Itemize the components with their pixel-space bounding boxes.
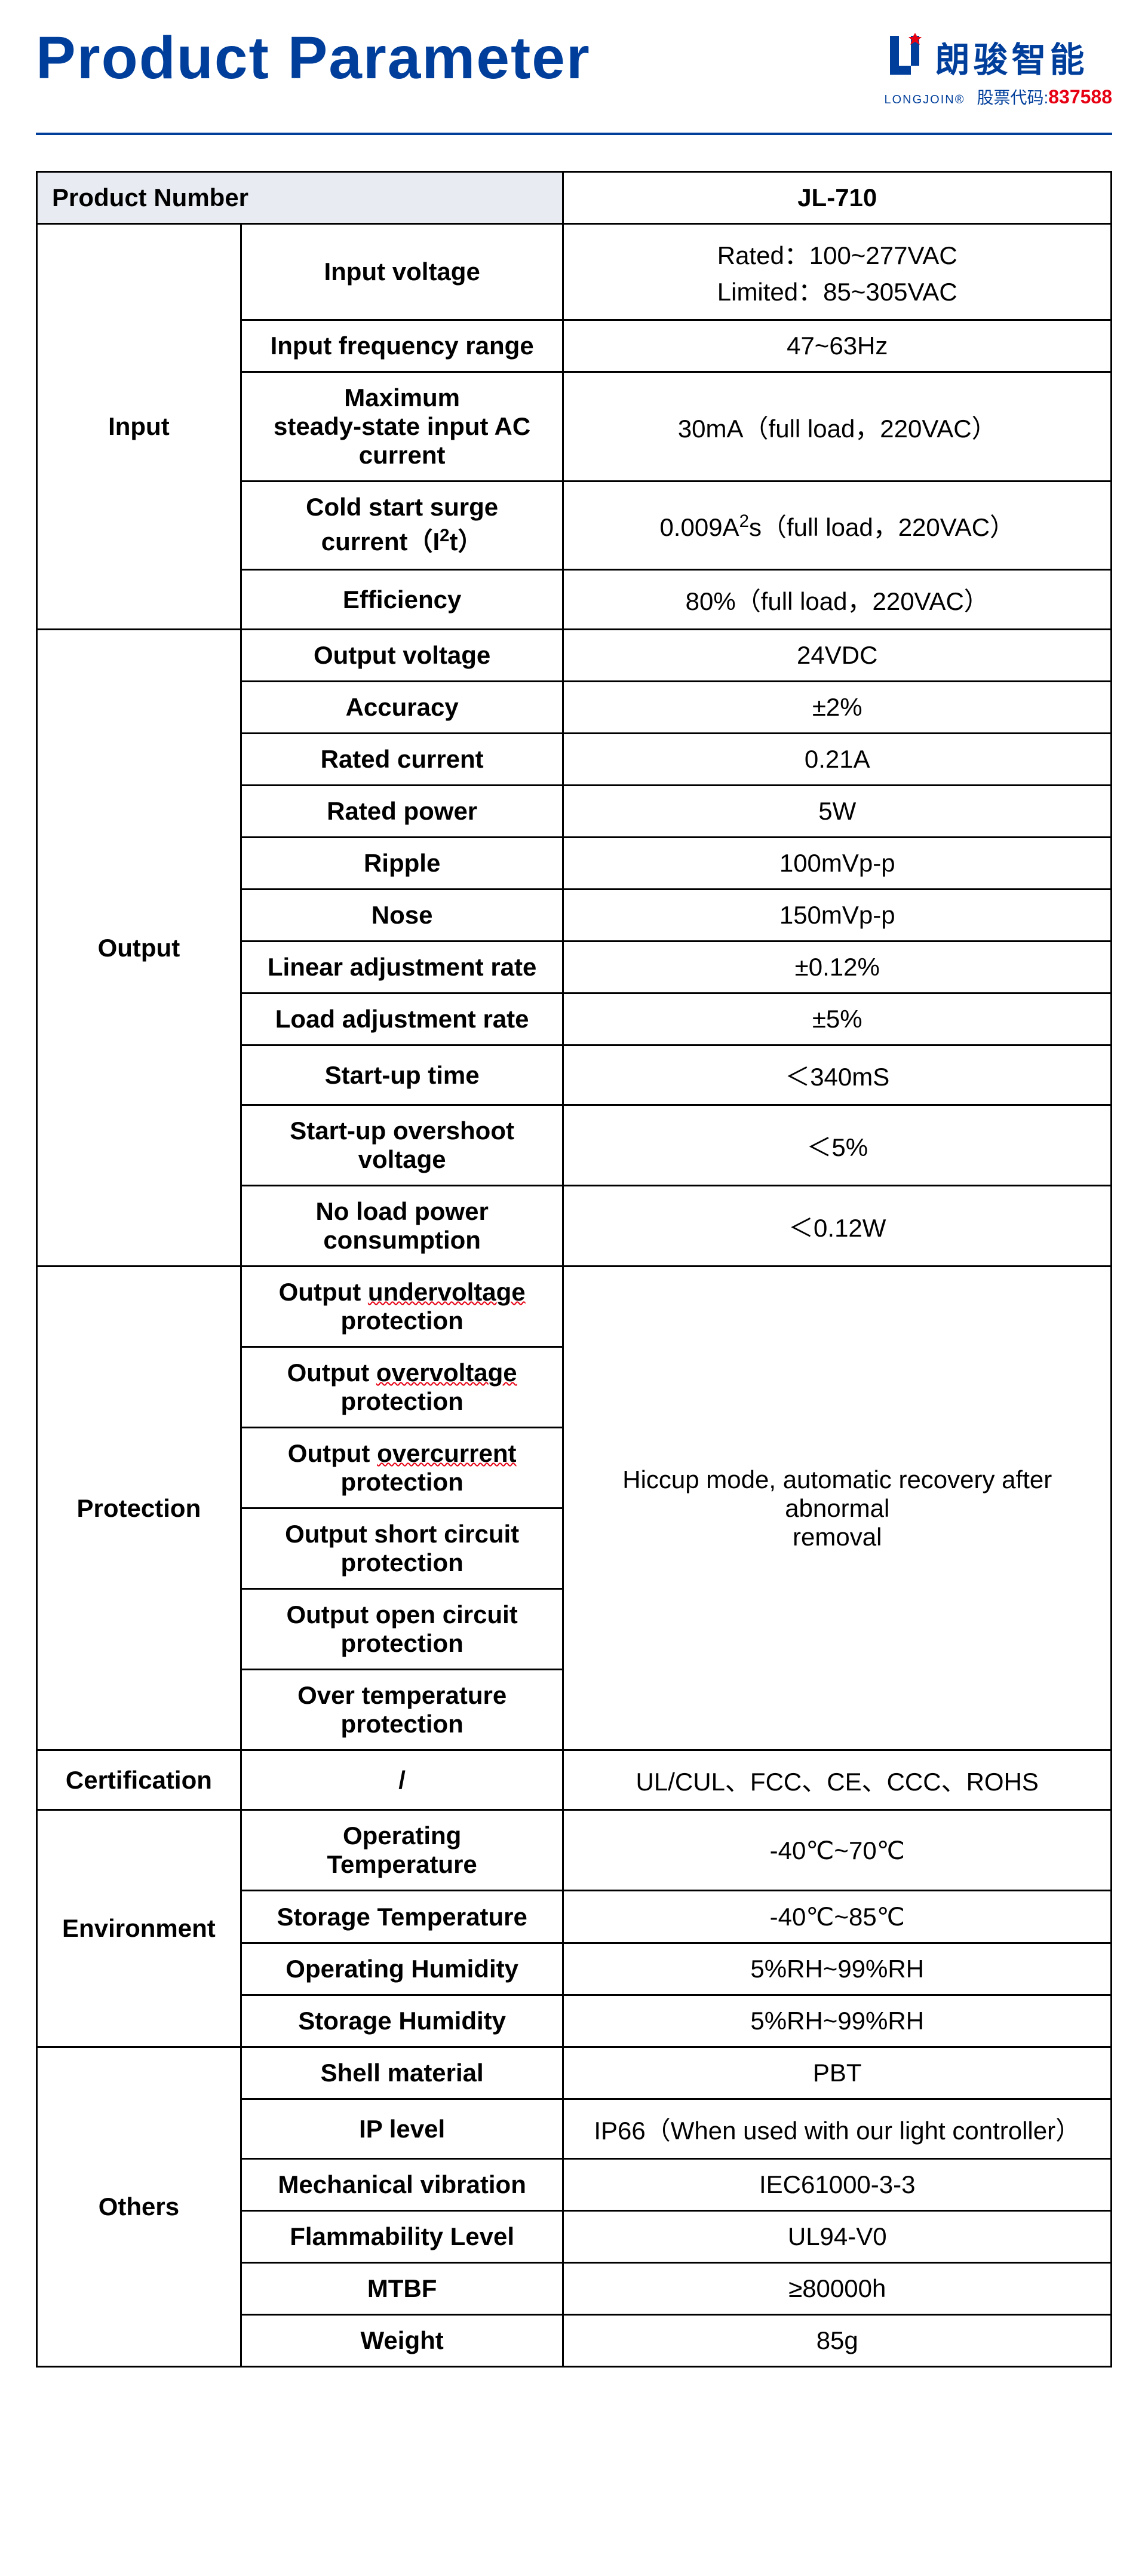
logo-icon	[884, 30, 926, 84]
logo-text-en: LONGJOIN®	[884, 93, 965, 107]
param-cell: Start-up time	[241, 1045, 563, 1105]
category-cell: Protection	[37, 1266, 241, 1750]
category-cell: Output	[37, 630, 241, 1266]
param-cell: Linear adjustment rate	[241, 942, 563, 993]
category-cell: Certification	[37, 1750, 241, 1810]
param-cell: Output voltage	[241, 630, 563, 682]
logo-block: 朗骏智能 LONGJOIN® 股票代码:837588	[884, 30, 1112, 109]
value-cell: ≥80000h	[563, 2263, 1112, 2315]
value-cell: 100mVp-p	[563, 838, 1112, 890]
value-cell: 80%（full load，220VAC）	[563, 570, 1112, 630]
value-cell: ±2%	[563, 682, 1112, 734]
table-row: OutputOutput voltage24VDC	[37, 630, 1112, 682]
param-cell: Output open circuitprotection	[241, 1589, 563, 1670]
param-cell: Mechanical vibration	[241, 2159, 563, 2211]
table-row: Certification/UL/CUL、FCC、CE、CCC、ROHS	[37, 1750, 1112, 1810]
param-cell: IP level	[241, 2099, 563, 2159]
param-cell: Ripple	[241, 838, 563, 890]
param-cell: Start-up overshootvoltage	[241, 1105, 563, 1186]
table-row: InputInput voltageRated：100~277VACLimite…	[37, 224, 1112, 320]
param-cell: Input frequency range	[241, 320, 563, 372]
param-cell: Output undervoltageprotection	[241, 1266, 563, 1347]
table-row: ProtectionOutput undervoltageprotectionH…	[37, 1266, 1112, 1347]
value-cell: 5%RH~99%RH	[563, 1943, 1112, 1995]
param-cell: Storage Temperature	[241, 1891, 563, 1943]
value-cell: ＜340mS	[563, 1045, 1112, 1105]
value-cell: 30mA（full load，220VAC）	[563, 372, 1112, 482]
logo-text-cn: 朗骏智能	[935, 32, 1088, 82]
param-cell: Shell material	[241, 2047, 563, 2099]
logo-stock-label: 股票代码:	[977, 88, 1048, 107]
header-divider	[36, 133, 1112, 135]
value-cell: UL/CUL、FCC、CE、CCC、ROHS	[563, 1750, 1112, 1810]
value-cell: 5W	[563, 786, 1112, 838]
value-cell: ±5%	[563, 993, 1112, 1045]
value-cell: PBT	[563, 2047, 1112, 2099]
param-cell: Efficiency	[241, 570, 563, 630]
param-cell: /	[241, 1750, 563, 1810]
value-cell: 85g	[563, 2315, 1112, 2367]
param-cell: Load adjustment rate	[241, 993, 563, 1045]
param-cell: Over temperatureprotection	[241, 1670, 563, 1750]
value-cell: 24VDC	[563, 630, 1112, 682]
category-cell: Environment	[37, 1810, 241, 2047]
param-cell: Output overcurrentprotection	[241, 1428, 563, 1508]
value-cell: -40℃~70℃	[563, 1810, 1112, 1891]
table-row: OthersShell materialPBT	[37, 2047, 1112, 2099]
value-cell: Rated：100~277VACLimited：85~305VAC	[563, 224, 1112, 320]
table-header-left: Product Number	[37, 172, 563, 224]
value-cell: ±0.12%	[563, 942, 1112, 993]
table-header-right: JL-710	[563, 172, 1112, 224]
param-cell: MTBF	[241, 2263, 563, 2315]
param-cell: Flammability Level	[241, 2211, 563, 2263]
param-cell: No load powerconsumption	[241, 1186, 563, 1266]
value-cell: 0.009A2s（full load，220VAC）	[563, 482, 1112, 570]
param-cell: Nose	[241, 890, 563, 942]
param-cell: Accuracy	[241, 682, 563, 734]
category-cell: Others	[37, 2047, 241, 2367]
value-cell: ＜0.12W	[563, 1186, 1112, 1266]
value-cell: IEC61000-3-3	[563, 2159, 1112, 2211]
page-header: Product Parameter 朗骏智能 LONGJOIN® 股票代码:83…	[36, 24, 1112, 109]
param-cell: Operating Humidity	[241, 1943, 563, 1995]
value-cell: IP66（When used with our light controller…	[563, 2099, 1112, 2159]
value-cell: Hiccup mode, automatic recovery afterabn…	[563, 1266, 1112, 1750]
param-cell: Maximumsteady-state input ACcurrent	[241, 372, 563, 482]
spec-table: Product NumberJL-710InputInput voltageRa…	[36, 171, 1112, 2368]
value-cell: ＜5%	[563, 1105, 1112, 1186]
param-cell: Output short circuitprotection	[241, 1508, 563, 1589]
value-cell: 0.21A	[563, 734, 1112, 786]
logo-stock-code: 837588	[1048, 86, 1112, 108]
value-cell: 5%RH~99%RH	[563, 1995, 1112, 2047]
value-cell: 47~63Hz	[563, 320, 1112, 372]
param-cell: Storage Humidity	[241, 1995, 563, 2047]
value-cell: 150mVp-p	[563, 890, 1112, 942]
value-cell: UL94-V0	[563, 2211, 1112, 2263]
param-cell: Rated power	[241, 786, 563, 838]
param-cell: Rated current	[241, 734, 563, 786]
param-cell: Weight	[241, 2315, 563, 2367]
param-cell: OperatingTemperature	[241, 1810, 563, 1891]
value-cell: -40℃~85℃	[563, 1891, 1112, 1943]
param-cell: Input voltage	[241, 224, 563, 320]
table-row: EnvironmentOperatingTemperature-40℃~70℃	[37, 1810, 1112, 1891]
page-title: Product Parameter	[36, 24, 591, 93]
category-cell: Input	[37, 224, 241, 630]
param-cell: Cold start surgecurrent（I2t）	[241, 482, 563, 570]
param-cell: Output overvoltageprotection	[241, 1347, 563, 1428]
